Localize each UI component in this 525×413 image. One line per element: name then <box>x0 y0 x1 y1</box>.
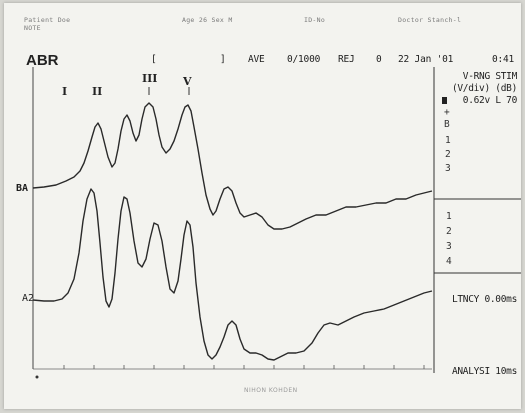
panel-mark-b: B <box>444 119 450 130</box>
record-date: 22 Jan '01 <box>398 54 454 65</box>
wave-label-v: V <box>183 75 192 88</box>
waveform-top <box>32 102 433 230</box>
stim-title: V-RNG STIM <box>462 71 518 82</box>
analysis-readout: ANALYSI 10ms <box>451 366 517 377</box>
abr-printout: Patient Doe NOTE Age 26 Sex M ID-No Doct… <box>4 3 521 409</box>
channel-label-top: BA <box>16 183 29 194</box>
panel-mark-plus: + <box>444 107 450 118</box>
wave-label-iii: III <box>142 72 158 85</box>
channel-label-bottom: A2 <box>22 293 35 304</box>
record-time: 0:41 <box>492 54 515 65</box>
reject-value: 0 <box>376 54 382 65</box>
bracket-close: ] <box>220 54 226 65</box>
latency-readout: LTNCY 0.00ms <box>451 294 517 305</box>
waveform-plot <box>32 67 521 379</box>
stim-indicator <box>442 97 447 104</box>
panel-digit-3: 3 <box>445 163 451 174</box>
bracket-open: [ <box>151 54 157 65</box>
doctor-name: Doctor Stanch-l <box>398 16 462 24</box>
list-number-1: 1 <box>446 211 452 222</box>
stim-value: 0.62v L 70 <box>462 95 518 106</box>
patient-note: NOTE <box>24 24 41 32</box>
wave-label-i: I <box>62 85 68 98</box>
origin-marker <box>35 375 39 379</box>
panel-digit-2: 2 <box>445 149 451 160</box>
waveform-bottom <box>32 188 433 361</box>
patient-age-sex: Age 26 Sex M <box>182 16 233 24</box>
sweep-count: 0/1000 <box>287 54 321 65</box>
patient-id: ID-No <box>304 16 326 24</box>
wave-label-ii: II <box>92 85 103 98</box>
panel-digit-1: 1 <box>445 135 451 146</box>
time-axis-ticks <box>63 365 425 369</box>
mode-label: ABR <box>26 52 59 69</box>
list-number-4: 4 <box>446 256 452 267</box>
peak-markers <box>148 87 190 95</box>
brand-footer: NIHON KOHDEN <box>244 387 298 394</box>
average-label: AVE <box>248 54 265 65</box>
reject-label: REJ <box>338 54 355 65</box>
list-number-2: 2 <box>446 226 452 237</box>
stim-units: (V/div) (dB) <box>451 83 517 94</box>
patient-name: Patient Doe <box>24 16 71 24</box>
list-number-3: 3 <box>446 241 452 252</box>
